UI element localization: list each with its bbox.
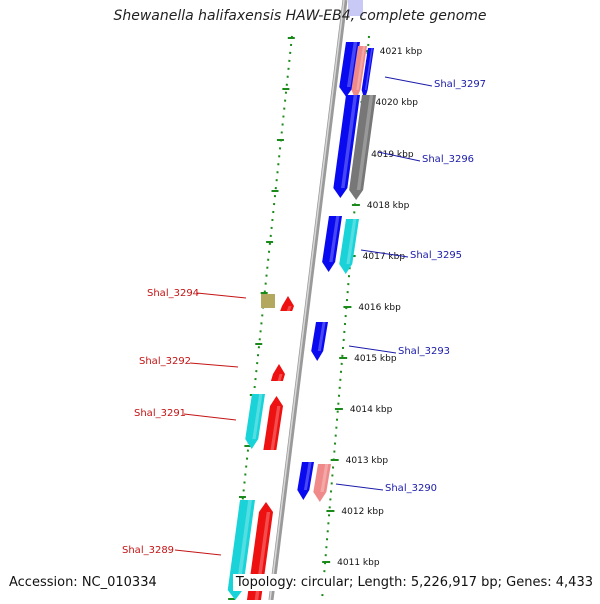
scale-tick-label: 4018 kbp <box>367 201 410 211</box>
gene-label-shal-3293: Shal_3293 <box>398 346 450 357</box>
scale-tick-label: 4011 kbp <box>337 558 380 568</box>
gene-leader-line <box>377 151 421 162</box>
gene-arrow-shal-3291b <box>263 396 283 450</box>
top-partial-gene <box>348 0 363 16</box>
gene-arrow-3297c-shine <box>364 48 373 90</box>
gene-arrow-shal-3291a-shine <box>252 394 263 439</box>
gene-arrow-3297c <box>361 48 374 100</box>
scale-tick-label: 4015 kbp <box>354 354 397 364</box>
genome-backbone-highlight <box>269 0 345 601</box>
gene-arrow-shal-3293-shine <box>317 322 326 351</box>
genome-backbone <box>268 0 348 601</box>
gene-arrow-shal-3289a-shine <box>235 500 252 590</box>
gene-arrow-shal-3295b-shine <box>346 219 357 264</box>
gene-label-shal-3297: Shal_3297 <box>434 79 486 90</box>
gene-arrow-shal-3296a-shine <box>341 95 358 188</box>
gene-leader-line <box>348 345 397 354</box>
gene-label-shal-3292: Shal_3292 <box>139 356 191 367</box>
map-title: Shewanella halifaxensis HAW-EB4, complet… <box>113 8 487 24</box>
scale-tick-label: 4012 kbp <box>341 507 384 517</box>
gene-arrow-shal-3295a-shine <box>329 216 340 262</box>
gene-arrow-shal-3296b-shine <box>356 95 374 190</box>
gene-arrow-shal-3293 <box>311 322 328 361</box>
gene-leader-line <box>360 249 409 258</box>
gene-leader-line <box>183 413 237 421</box>
gene-arrow-shal-3294b-shine <box>286 306 292 311</box>
gene-arrow-shal-3296b <box>349 95 376 200</box>
scale-tick-label: 4013 kbp <box>346 456 389 466</box>
scale-tick-label: 4021 kbp <box>380 47 423 57</box>
gene-arrow-shal-3297b <box>351 46 367 100</box>
scale-tick-label: 4020 kbp <box>376 98 419 108</box>
gene-label-shal-3289: Shal_3289 <box>122 545 174 556</box>
gene-arrow-shal-3290b <box>313 464 331 502</box>
gene-arrow-shal-3295b <box>339 219 359 274</box>
gene-arrow-shal-3294b <box>280 296 294 311</box>
gene-label-shal-3290: Shal_3290 <box>385 483 437 494</box>
scale-tick-label: 4016 kbp <box>358 303 401 313</box>
gene-leader-line <box>196 292 247 299</box>
gene-arrow-shal-3297b-shine <box>356 46 366 90</box>
gene-leader-line <box>384 76 433 87</box>
gene-arrow-shal-3290b-shine <box>320 464 329 492</box>
scale-tick-label: 4014 kbp <box>350 405 393 415</box>
gene-arrow-shal-3290a-shine <box>303 462 312 490</box>
gene-arrow-shal-3292-shine <box>277 374 283 381</box>
gene-label-shal-3296: Shal_3296 <box>422 154 474 165</box>
gene-arrow-shal-3291b-shine <box>270 406 281 450</box>
gene-leader-line <box>335 483 384 491</box>
scale-tick-label: 4017 kbp <box>363 252 406 262</box>
gene-arrow-shal-3295a <box>322 216 342 272</box>
gene-arrow-shal-3292 <box>270 364 285 381</box>
gene-arrow-shal-3297-shine <box>346 42 358 87</box>
gene-arrow-shal-3290a <box>297 462 314 500</box>
gene-leader-line <box>189 362 239 368</box>
gene-label-shal-3291: Shal_3291 <box>134 408 186 419</box>
gene-label-shal-3294: Shal_3294 <box>147 288 199 299</box>
topology-label: Topology: circular; Length: 5,226,917 bp… <box>232 574 596 591</box>
gene-leader-line <box>174 549 222 556</box>
gene-label-shal-3295: Shal_3295 <box>410 250 462 261</box>
gene-arrow-shal-3296a <box>333 95 360 198</box>
gene-box-shal-3294 <box>261 294 275 308</box>
gene-arrow-shal-3291a <box>245 394 265 449</box>
gene-arrow-shal-3297 <box>339 42 360 97</box>
accession-label: Accession: NC_010334 <box>6 574 160 591</box>
